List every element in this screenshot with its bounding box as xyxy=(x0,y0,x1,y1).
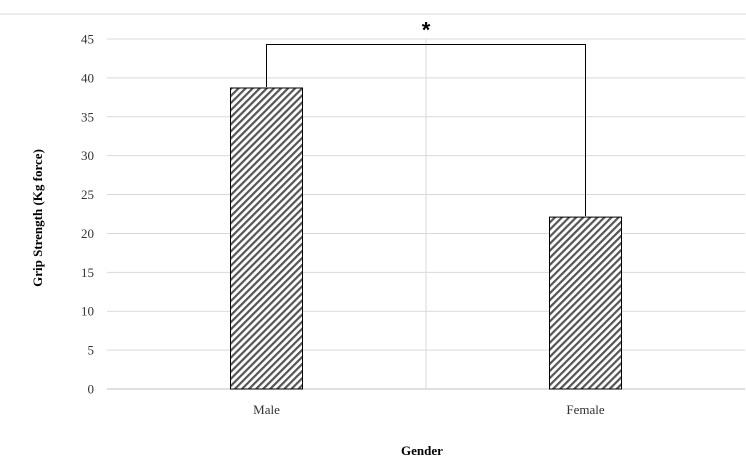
y-tick-label-4: 20 xyxy=(81,226,94,241)
bar-female xyxy=(549,216,622,390)
bar-male xyxy=(230,87,303,390)
y-tick-label-0: 0 xyxy=(88,382,95,397)
y-tick-label-2: 10 xyxy=(81,304,94,319)
y-tick-label-1: 5 xyxy=(88,343,95,358)
x-tick-label-female: Female xyxy=(566,402,604,417)
y-axis-title: Grip Strength (Kg force) xyxy=(30,149,45,287)
y-tick-label-3: 15 xyxy=(81,265,94,280)
significance-bracket: * xyxy=(266,17,586,217)
y-tick-label-7: 35 xyxy=(81,109,94,124)
x-tick-label-male: Male xyxy=(253,402,280,417)
x-axis-ticks: Male Female xyxy=(253,402,605,417)
y-tick-label-5: 25 xyxy=(81,187,94,202)
bars xyxy=(230,87,622,390)
x-axis-title: Gender xyxy=(401,443,443,458)
y-tick-label-6: 30 xyxy=(81,148,94,163)
gridlines xyxy=(107,38,745,390)
y-tick-label-9: 45 xyxy=(81,32,94,47)
y-axis-ticks: 0 5 10 15 20 25 30 35 40 45 xyxy=(81,32,94,397)
significance-bracket-line xyxy=(266,43,586,217)
significance-label: * xyxy=(422,17,431,42)
y-tick-label-8: 40 xyxy=(81,70,94,85)
